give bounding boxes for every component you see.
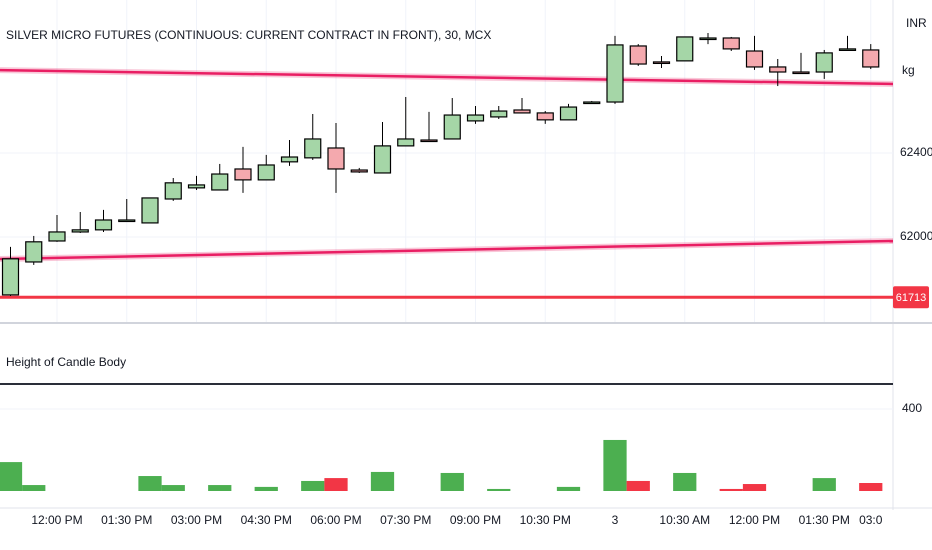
- candle-body: [118, 219, 136, 223]
- candle-body: [536, 112, 554, 121]
- bar: [556, 486, 581, 491]
- candle-body: [25, 241, 43, 263]
- candle-body: [280, 156, 299, 163]
- price-label: 61713: [896, 292, 927, 304]
- candle-body: [722, 37, 740, 50]
- candle-body: [327, 147, 345, 170]
- candle-body: [443, 114, 461, 140]
- candle-body: [234, 168, 252, 181]
- trendline: [0, 239, 893, 261]
- candle-body: [815, 52, 833, 73]
- bar: [487, 488, 511, 491]
- candle-body: [187, 184, 206, 189]
- candle-body: [141, 197, 159, 224]
- y-tick-label: 62000: [900, 229, 932, 243]
- candle-body: [48, 231, 66, 242]
- bar: [22, 485, 46, 491]
- indicator-title: Height of Candle Body: [6, 355, 126, 369]
- candle-body: [745, 50, 764, 68]
- candle-body: [71, 229, 89, 233]
- candle-body: [629, 45, 647, 65]
- y-tick-label: 400: [902, 401, 922, 415]
- bar: [673, 472, 697, 491]
- candle-body: [211, 173, 229, 191]
- candle-body: [606, 44, 624, 103]
- candle-body: [304, 138, 322, 159]
- price-pane: [0, 0, 893, 322]
- x-tick-label: 10:30 PM: [520, 513, 571, 527]
- x-tick-label: 07:30 PM: [380, 513, 431, 527]
- bar: [812, 478, 836, 491]
- candle-body: [699, 37, 717, 41]
- indicator-pane: [0, 382, 893, 491]
- candle-body: [490, 110, 508, 118]
- candle-body: [94, 219, 113, 231]
- x-tick-label: 06:00 PM: [310, 513, 361, 527]
- currency-label: INR: [906, 16, 927, 30]
- candle-body: [792, 71, 810, 75]
- candle-body: [373, 145, 392, 174]
- x-tick-label: 03:00 PM: [171, 513, 222, 527]
- candle-body: [838, 48, 857, 52]
- candle-body: [513, 109, 531, 114]
- price-axis: 62400 62000 61713 400: [893, 145, 932, 415]
- x-tick-label: 01:30 PM: [101, 513, 152, 527]
- candle-body: [257, 164, 275, 181]
- trendline: [0, 68, 893, 86]
- candle-body: [350, 169, 368, 173]
- x-tick-label: 09:00 PM: [450, 513, 501, 527]
- x-tick-label: 01:30 PM: [799, 513, 850, 527]
- bar: [161, 485, 185, 491]
- x-tick-label: 3: [612, 513, 619, 527]
- x-tick-label: 12:00 PM: [729, 513, 780, 527]
- candle-body: [466, 114, 485, 122]
- candle-body: [1, 258, 20, 296]
- bar: [626, 480, 650, 491]
- bar: [370, 471, 395, 491]
- candle-body: [397, 138, 415, 147]
- time-axis: 12:00 PM 01:30 PM 03:00 PM 04:30 PM 06:00 PM…: [31, 513, 882, 527]
- x-tick-label: 04:30 PM: [241, 513, 292, 527]
- bar: [254, 486, 278, 491]
- bar: [301, 480, 325, 491]
- unit-label: kg: [902, 63, 915, 77]
- bar: [440, 472, 464, 491]
- bar: [208, 485, 232, 491]
- bar: [324, 478, 348, 491]
- candle-body: [420, 139, 438, 143]
- price-label-box: [893, 286, 929, 309]
- x-tick-label: 03:0: [859, 513, 883, 527]
- candle-body: [583, 101, 601, 105]
- candle-body: [769, 66, 787, 73]
- bar: [719, 488, 743, 491]
- bar: [603, 439, 627, 491]
- x-tick-label: 12:00 PM: [31, 513, 82, 527]
- candle-body: [676, 36, 694, 62]
- candle-body: [862, 49, 880, 68]
- x-tick-label: 10:30 AM: [659, 513, 710, 527]
- y-tick-label: 62400: [900, 145, 932, 159]
- candle-body: [652, 61, 671, 65]
- bar: [138, 476, 162, 491]
- candle-body: [164, 182, 182, 200]
- chart-title: SILVER MICRO FUTURES (CONTINUOUS: CURREN…: [6, 28, 491, 42]
- bar: [0, 462, 23, 491]
- candle-body: [559, 106, 578, 121]
- bar: [742, 484, 767, 491]
- bar: [859, 483, 883, 491]
